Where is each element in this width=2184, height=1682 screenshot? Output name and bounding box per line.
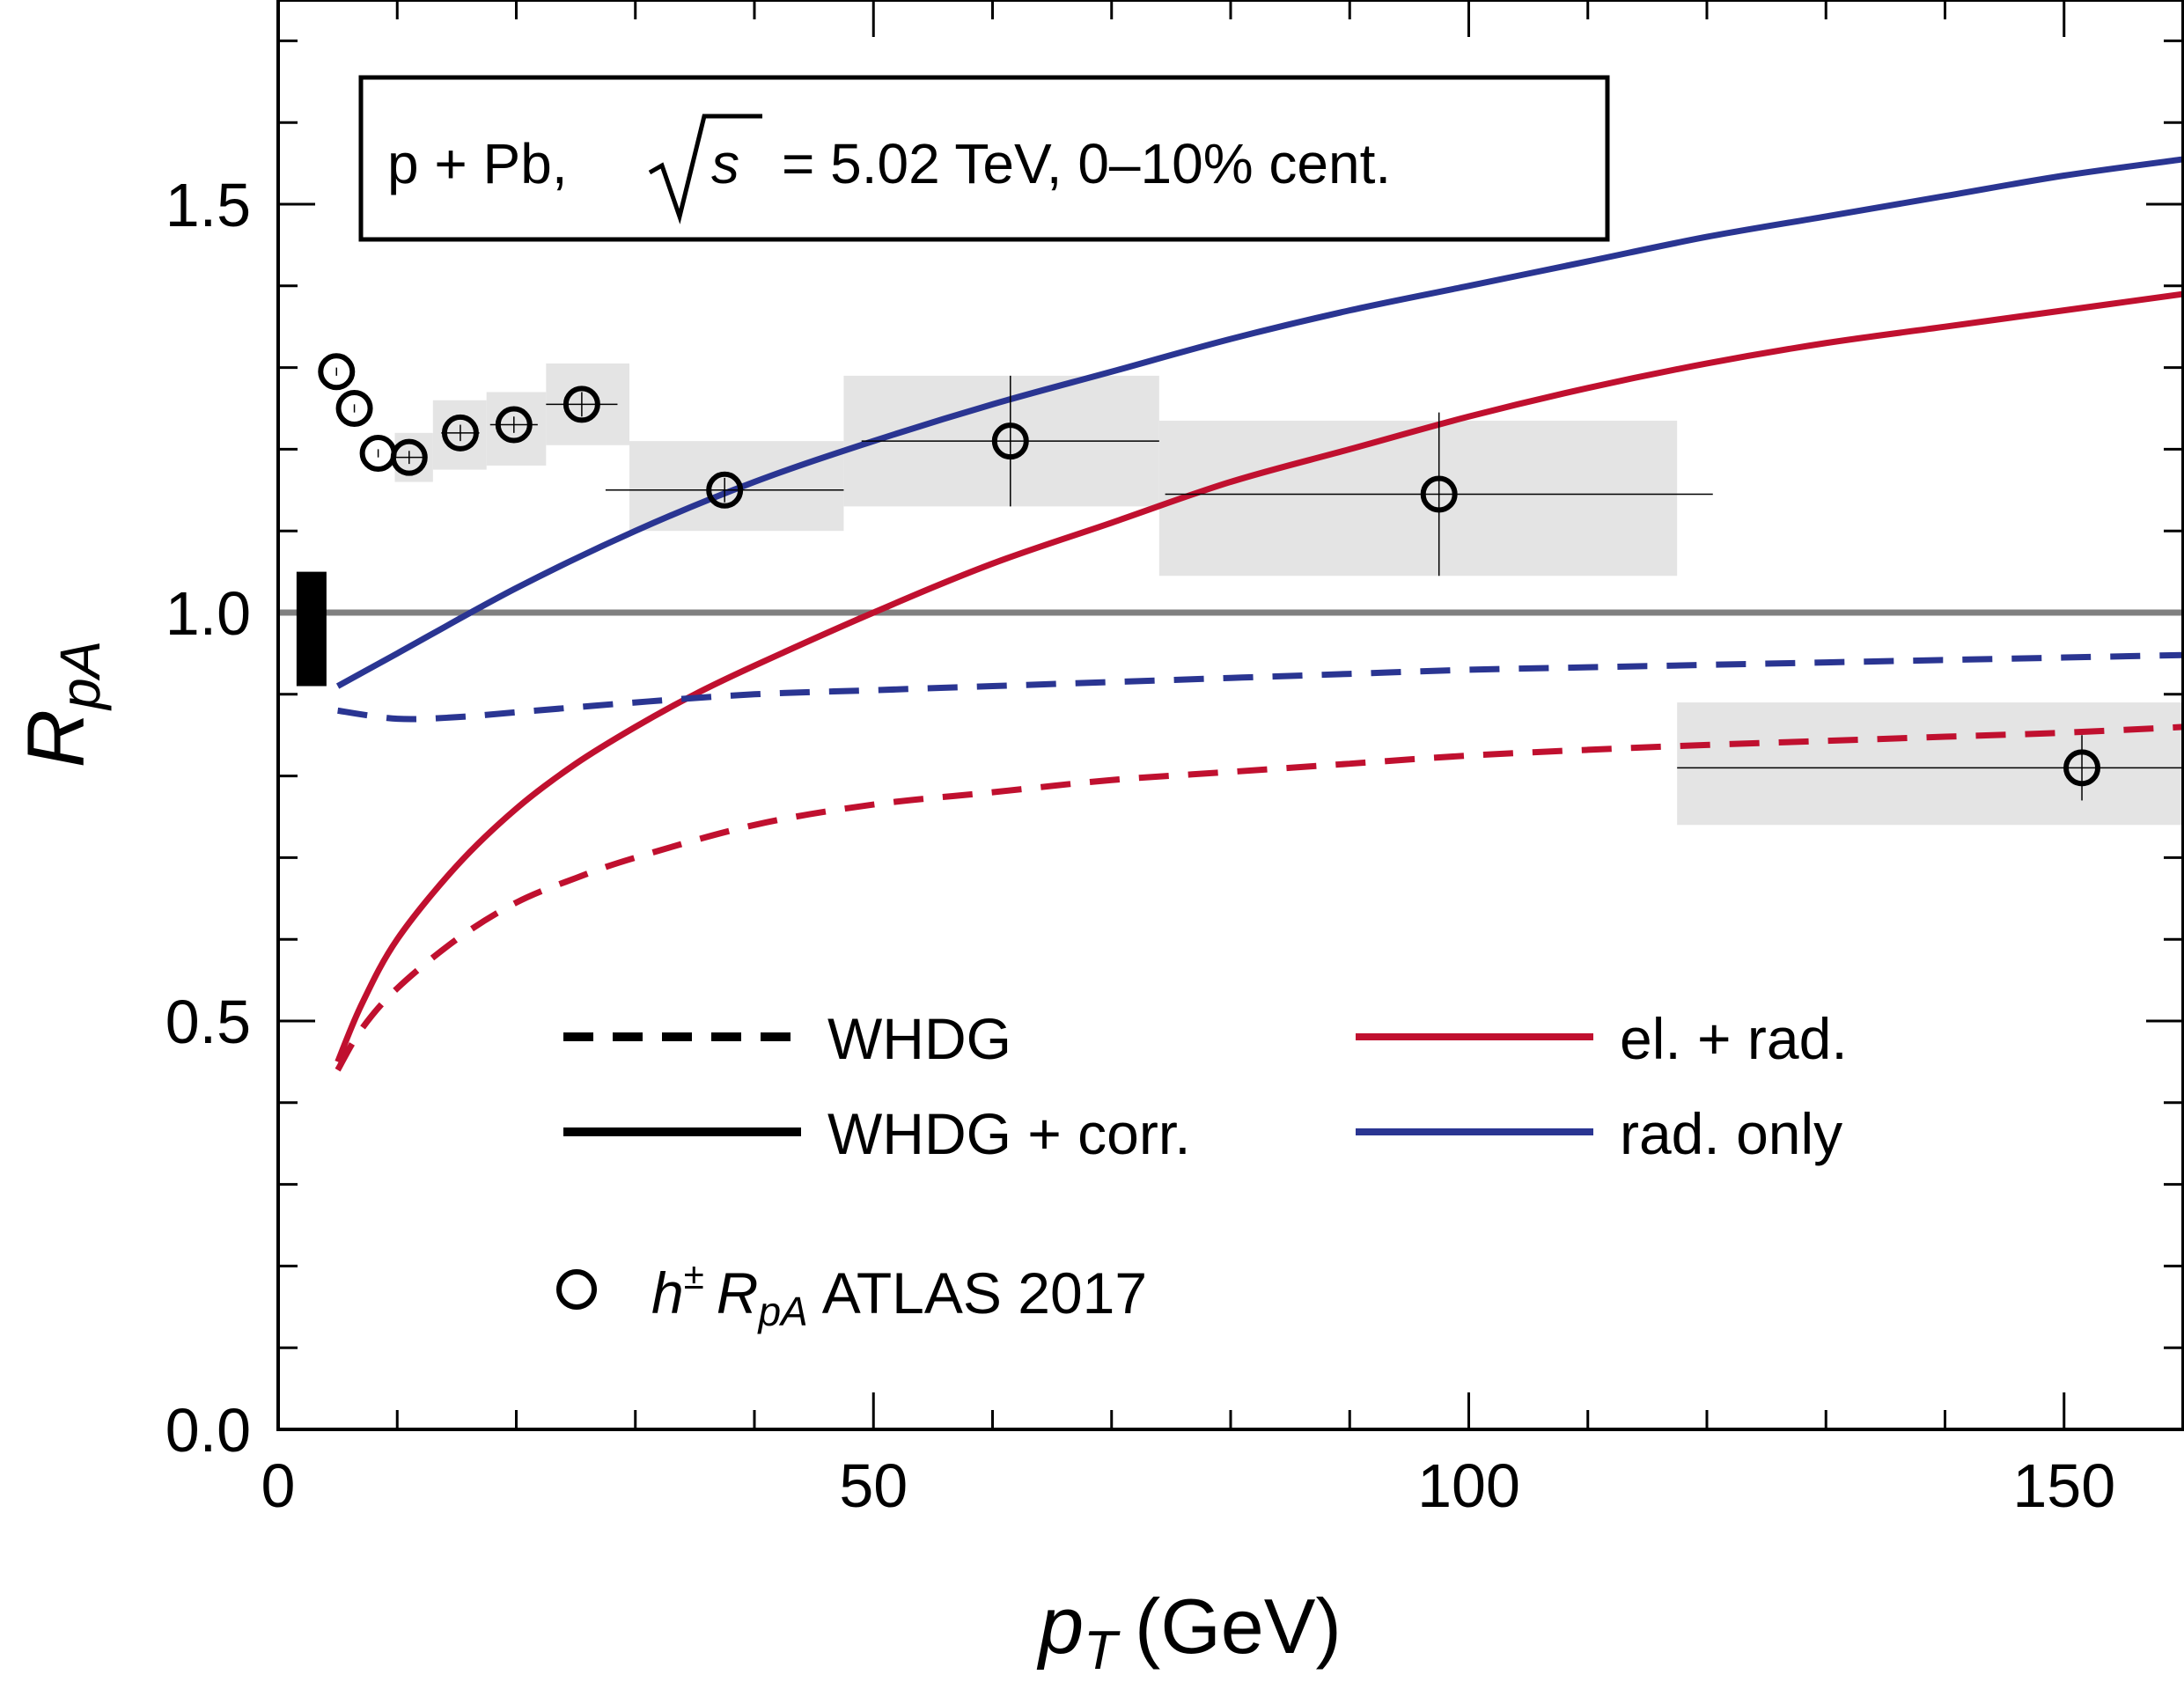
data-point	[563, 386, 600, 423]
x-axis-title-main: p	[1036, 1581, 1084, 1671]
data-point	[706, 471, 744, 509]
y-axis-title: RpA	[11, 641, 112, 768]
plot-frame	[276, 0, 2184, 1431]
data-point	[1420, 475, 1458, 513]
legend-label-el-rad: el. + rad.	[1620, 1006, 1848, 1071]
x-axis-title: pT (GeV)	[1036, 1581, 1342, 1681]
curve-1	[335, 290, 2184, 1063]
data-point	[441, 414, 479, 452]
y-tick-label: 1.0	[165, 579, 251, 648]
x-tick-label: 0	[261, 1451, 296, 1520]
data-point	[318, 353, 356, 391]
y-tick-label: 0.0	[165, 1396, 251, 1465]
y-axis-title-main: R	[11, 709, 101, 768]
legend-atlas-symbol: h	[651, 1260, 684, 1326]
data-point	[335, 390, 373, 427]
systematic-uncertainty-boxes	[394, 363, 2183, 826]
atlas-data-points	[318, 353, 2184, 801]
info-box: p + Pb, s = 5.02 TeV, 0–10% cent.	[358, 75, 1610, 242]
x-tick-labels: 0 50 100 150	[261, 1451, 2116, 1520]
info-box-sqrt-arg: s	[711, 132, 739, 195]
x-tick-label: 150	[2012, 1451, 2115, 1520]
info-box-suffix: = 5.02 TeV, 0–10% cent.	[782, 132, 1391, 195]
x-axis-title-sub: T	[1084, 1620, 1121, 1681]
reference-layer	[278, 571, 2183, 687]
x-tick-label: 50	[839, 1451, 908, 1520]
y-tick-labels: 0.0 0.5 1.0 1.5	[165, 171, 251, 1465]
sqrt-sign-icon	[648, 114, 762, 224]
axis-ticks	[276, 0, 2184, 1431]
legend-label-whdg-corr: WHDG + corr.	[827, 1101, 1191, 1166]
legend-label-whdg: WHDG	[827, 1006, 1011, 1071]
curve-2	[337, 651, 2184, 723]
legend-label-rad-only: rad. only	[1620, 1101, 1842, 1166]
legend-atlas-text: ATLAS 2017	[822, 1260, 1147, 1326]
data-point	[495, 406, 533, 444]
info-box-prefix: p + Pb,	[387, 132, 568, 195]
legend-atlas-r-sub: pA	[756, 1289, 807, 1334]
y-axis-title-sub: pA	[48, 641, 112, 711]
y-tick-label: 0.5	[165, 988, 251, 1056]
x-tick-label: 100	[1417, 1451, 1520, 1520]
systematic-box	[1158, 420, 1678, 577]
systematic-box	[1677, 702, 2183, 826]
data-point	[2063, 749, 2101, 787]
systematic-box	[486, 392, 547, 466]
legend-atlas-r: R	[717, 1260, 759, 1326]
x-axis-title-unit: (GeV)	[1135, 1583, 1342, 1670]
legend-marker-atlas	[556, 1269, 597, 1310]
curve-0	[335, 156, 2184, 689]
info-box-frame	[358, 75, 1610, 242]
data-point	[390, 438, 428, 476]
y-tick-label: 1.5	[165, 171, 251, 239]
normalization-uncertainty-bar	[296, 571, 327, 687]
legend: WHDG WHDG + corr. el. + rad. rad. only h…	[556, 1006, 1848, 1334]
legend-label-atlas: h± RpA ATLAS 2017	[651, 1255, 1147, 1334]
legend-atlas-superscript: ±	[684, 1255, 704, 1296]
theory-curves	[335, 156, 2184, 1072]
data-point	[991, 422, 1029, 460]
